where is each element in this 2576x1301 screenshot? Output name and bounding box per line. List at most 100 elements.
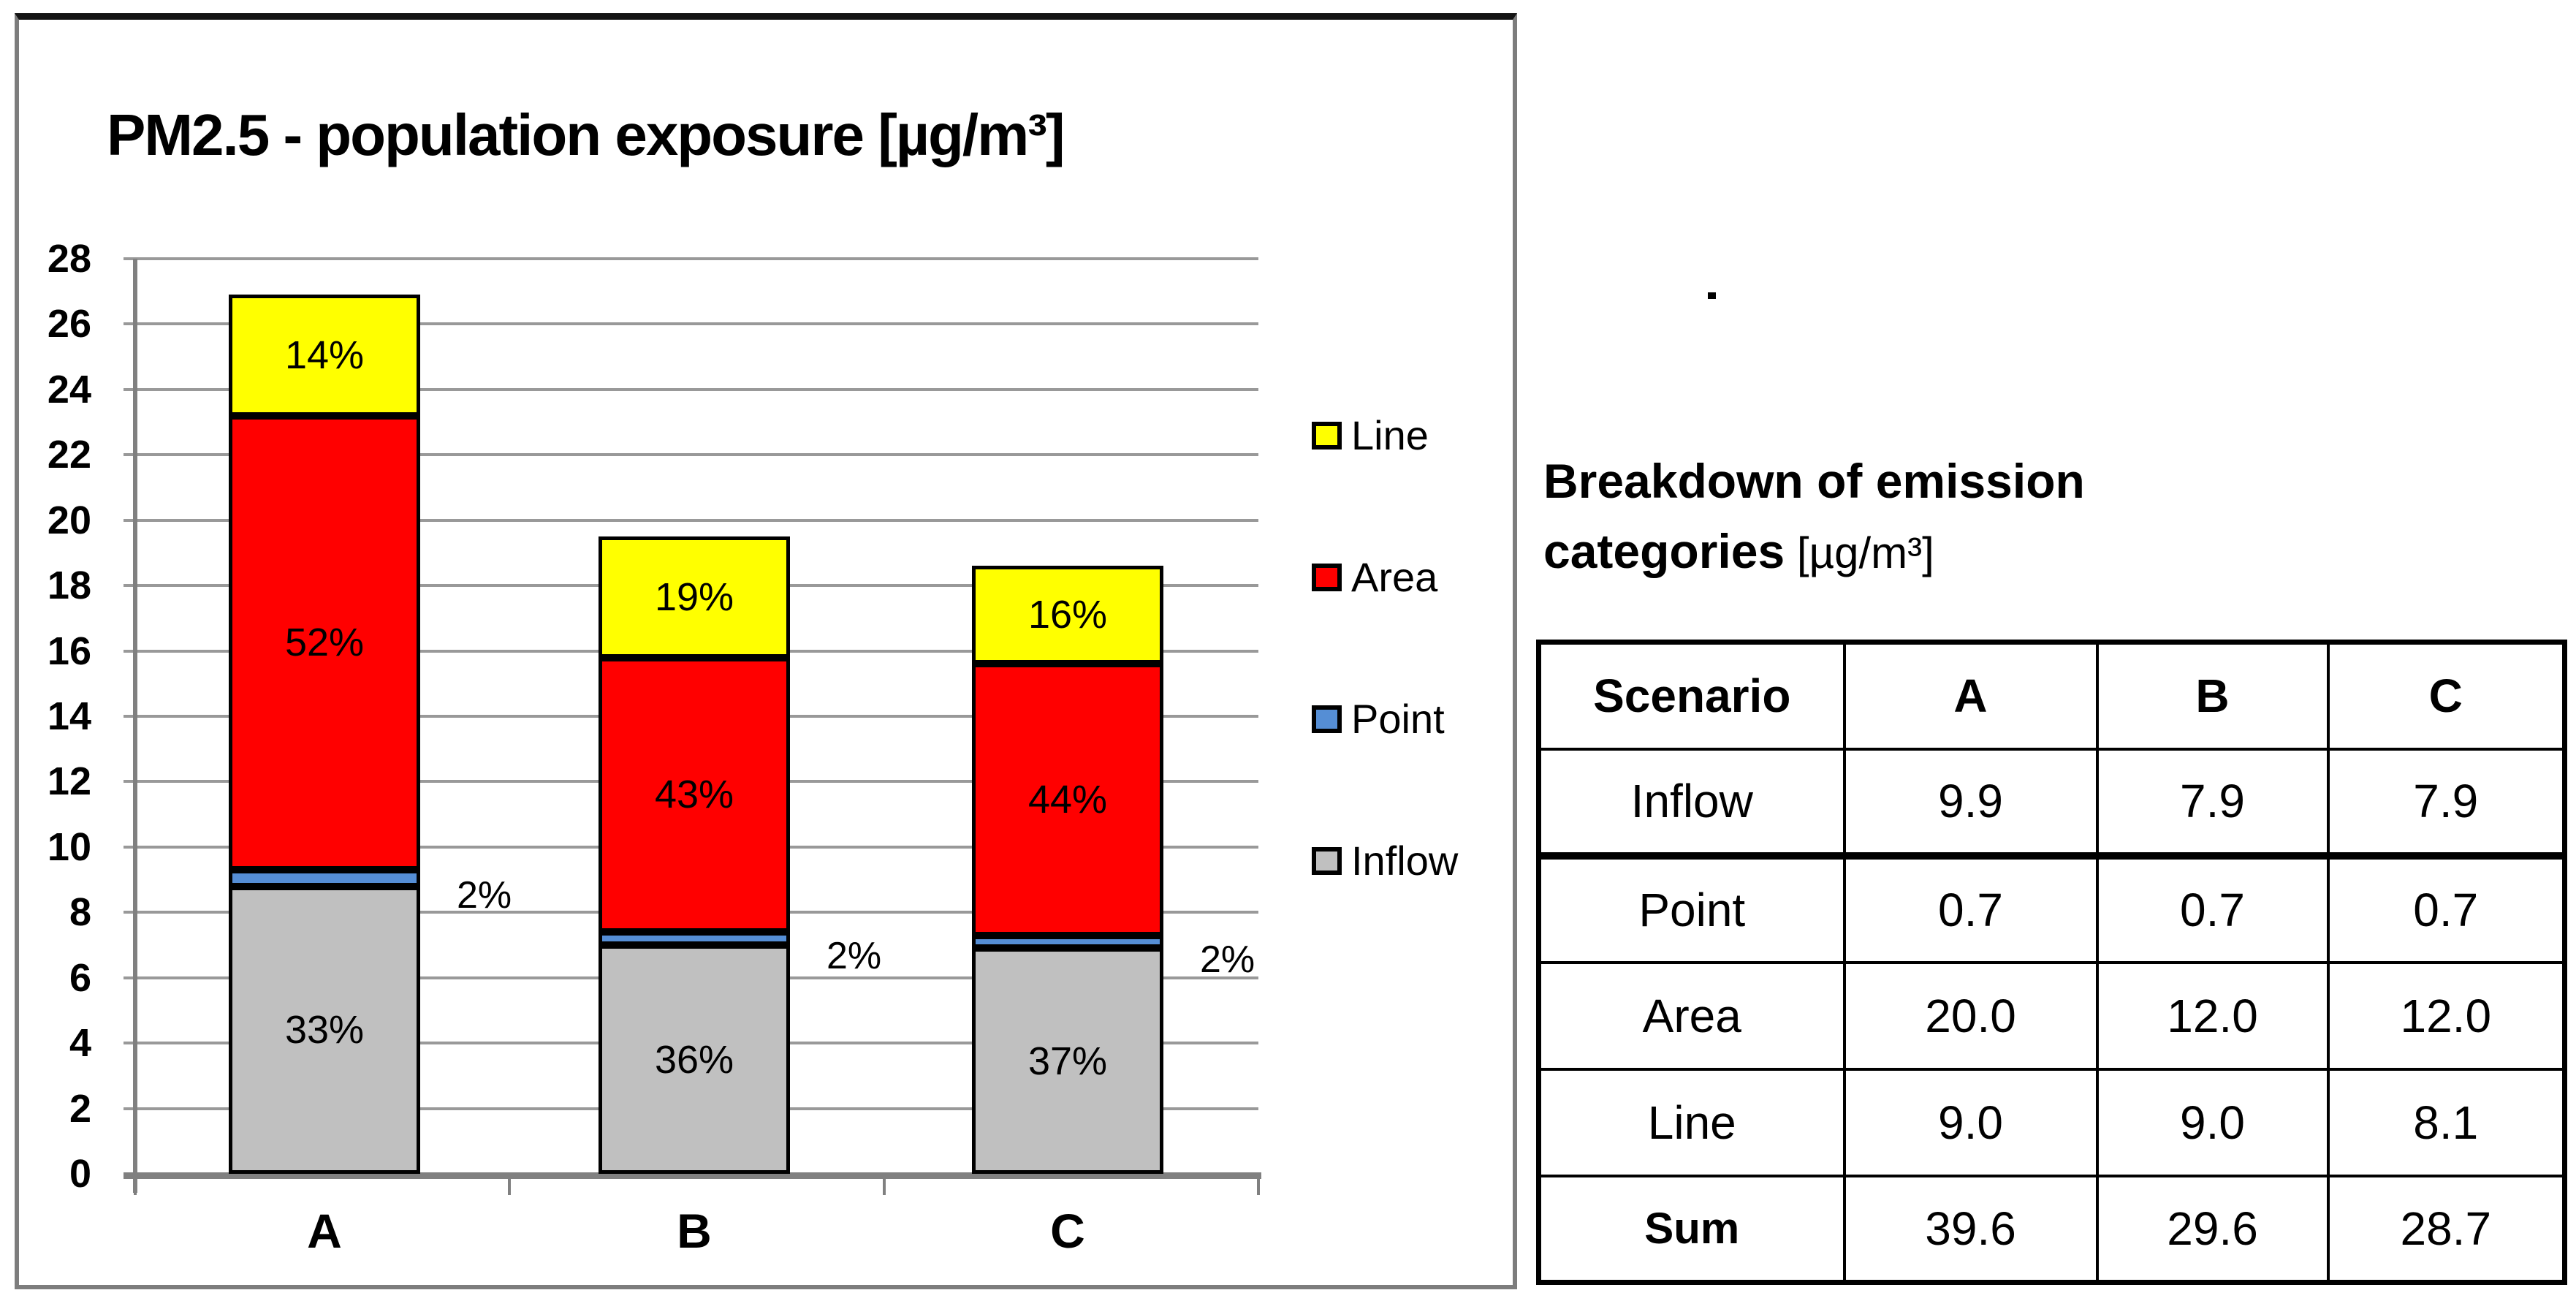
y-tick-label: 20 <box>47 498 91 542</box>
emission-table: Scenario A B C Inflow 9.9 7.9 7.9 Point 0.7 0.7 0.7… <box>1536 640 2567 1285</box>
y-tick-label: 26 <box>47 302 91 346</box>
table-row-label: Point <box>1537 854 1846 964</box>
table-cell: 0.7 <box>2326 854 2566 964</box>
bar-segment-inflow <box>972 948 1163 1174</box>
y-tick-label: 22 <box>47 433 91 477</box>
table-row-label: Line <box>1537 1067 1846 1177</box>
chart-panel: PM2.5 - population exposure [µg/m³] 28 26… <box>15 13 1517 1289</box>
percent-label-inflow: 37% <box>1027 1039 1108 1083</box>
x-category-label-c: C <box>1050 1204 1085 1258</box>
gridline <box>124 257 1258 260</box>
table-cell: 20.0 <box>1842 960 2099 1071</box>
table-row-sum: Sum 39.6 29.6 28.7 <box>1537 1174 2566 1284</box>
x-axis-tick <box>882 1179 886 1195</box>
y-tick-label: 0 <box>69 1152 91 1196</box>
legend-item-inflow: Inflow <box>1312 839 1516 883</box>
x-category-label-b: B <box>677 1204 712 1258</box>
table-heading-unit: [µg/m³] <box>1785 528 1934 577</box>
legend-label: Inflow <box>1351 838 1459 884</box>
plot-area: 33% 52% 14% 2% A 36% 43% 19% 2% B 37% 44% 16% 2% C <box>124 257 1261 1256</box>
table-header-row: Scenario A B C <box>1537 640 2566 751</box>
bar-segment-inflow <box>229 886 420 1174</box>
legend-label: Point <box>1351 696 1445 742</box>
legend-item-line: Line <box>1312 414 1516 458</box>
percent-label-point: 2% <box>827 935 882 978</box>
table-cell: 7.9 <box>2095 747 2330 860</box>
percent-label-line: 16% <box>1027 593 1108 637</box>
percent-label-point: 2% <box>457 874 512 917</box>
legend-color-swatch-icon <box>1312 705 1342 733</box>
percent-label-line: 14% <box>284 333 365 377</box>
legend-color-swatch-icon <box>1312 422 1342 450</box>
table-cell: 7.9 <box>2326 747 2566 860</box>
gridline <box>124 322 1258 326</box>
y-tick-label: 8 <box>69 890 91 935</box>
table-row-inflow: Inflow 9.9 7.9 7.9 <box>1537 747 2566 860</box>
bar-stack-c: 37% 44% 16% <box>972 259 1163 1174</box>
bar-segment-area <box>599 657 790 933</box>
chart-title: PM2.5 - population exposure [µg/m³] <box>107 102 1065 167</box>
table-cell: 29.6 <box>2095 1174 2330 1284</box>
legend-item-area: Area <box>1312 555 1516 599</box>
gridline <box>124 453 1258 457</box>
legend-color-swatch-icon <box>1312 847 1342 875</box>
x-category-label-a: A <box>307 1204 342 1258</box>
table-row-label: Sum <box>1537 1174 1846 1284</box>
table-cell: 12.0 <box>2095 960 2330 1071</box>
y-tick-label: 2 <box>69 1086 91 1131</box>
y-axis: 28 26 24 22 20 18 16 14 12 10 8 6 4 2 0 <box>19 239 91 1194</box>
percent-label-inflow: 36% <box>654 1037 734 1082</box>
legend-color-swatch-icon <box>1312 564 1342 591</box>
legend-label: Area <box>1351 554 1438 600</box>
y-tick-label: 4 <box>69 1021 91 1066</box>
y-tick-label: 6 <box>69 955 91 1000</box>
table-row-point: Point 0.7 0.7 0.7 <box>1537 854 2566 964</box>
table-heading: Breakdown of emission categories [µg/m³] <box>1543 446 2559 600</box>
bar-stack-b: 36% 43% 19% <box>599 259 790 1174</box>
bar-stack-a: 33% 52% 14% <box>229 259 420 1174</box>
y-tick-label: 12 <box>47 759 91 804</box>
table-header-cell: B <box>2095 640 2330 751</box>
x-axis-tick <box>134 1179 137 1195</box>
table-row-line: Line 9.0 9.0 8.1 <box>1537 1067 2566 1177</box>
bar-segment-area <box>972 664 1163 936</box>
y-axis-line <box>133 259 137 1193</box>
table-cell: 9.0 <box>1842 1067 2099 1177</box>
gridline <box>124 518 1258 522</box>
table-header-cell: A <box>1842 640 2099 751</box>
y-tick-label: 18 <box>47 564 91 608</box>
x-axis-line <box>124 1172 1261 1179</box>
legend-item-point: Point <box>1312 697 1516 741</box>
table-cell: 8.1 <box>2326 1067 2566 1177</box>
bar-segment-inflow <box>599 945 790 1174</box>
table-cell: 0.7 <box>2095 854 2330 964</box>
stray-dot <box>1708 292 1716 299</box>
table-row-label: Inflow <box>1537 747 1846 860</box>
table-cell: 28.7 <box>2326 1174 2566 1284</box>
table-heading-line1: Breakdown of emission <box>1543 454 2085 508</box>
percent-label-area: 52% <box>284 621 365 665</box>
bar-segment-point <box>229 870 420 887</box>
table-header-cell: C <box>2326 640 2566 751</box>
percent-label-area: 44% <box>1027 778 1108 822</box>
table-cell: 39.6 <box>1842 1174 2099 1284</box>
percent-label-area: 43% <box>654 773 734 817</box>
x-axis-tick <box>508 1179 512 1195</box>
table-heading-line2: categories [µg/m³] <box>1543 516 2559 600</box>
table-row-area: Area 20.0 12.0 12.0 <box>1537 960 2566 1071</box>
table-heading-line2-bold: categories <box>1543 524 1785 578</box>
bar-segment-line <box>599 536 790 658</box>
table-header-cell: Scenario <box>1537 640 1846 751</box>
bar-segment-area <box>229 415 420 871</box>
bar-segment-point <box>599 932 790 945</box>
bar-segment-point <box>972 935 1163 949</box>
table-row-label: Area <box>1537 960 1846 1071</box>
table-cell: 0.7 <box>1842 854 2099 964</box>
x-axis-tick <box>1257 1179 1260 1195</box>
bar-segment-line <box>229 295 420 416</box>
gridline <box>124 387 1258 391</box>
table-cell: 9.9 <box>1842 747 2099 860</box>
y-tick-label: 28 <box>47 237 91 281</box>
y-tick-label: 14 <box>47 694 91 738</box>
